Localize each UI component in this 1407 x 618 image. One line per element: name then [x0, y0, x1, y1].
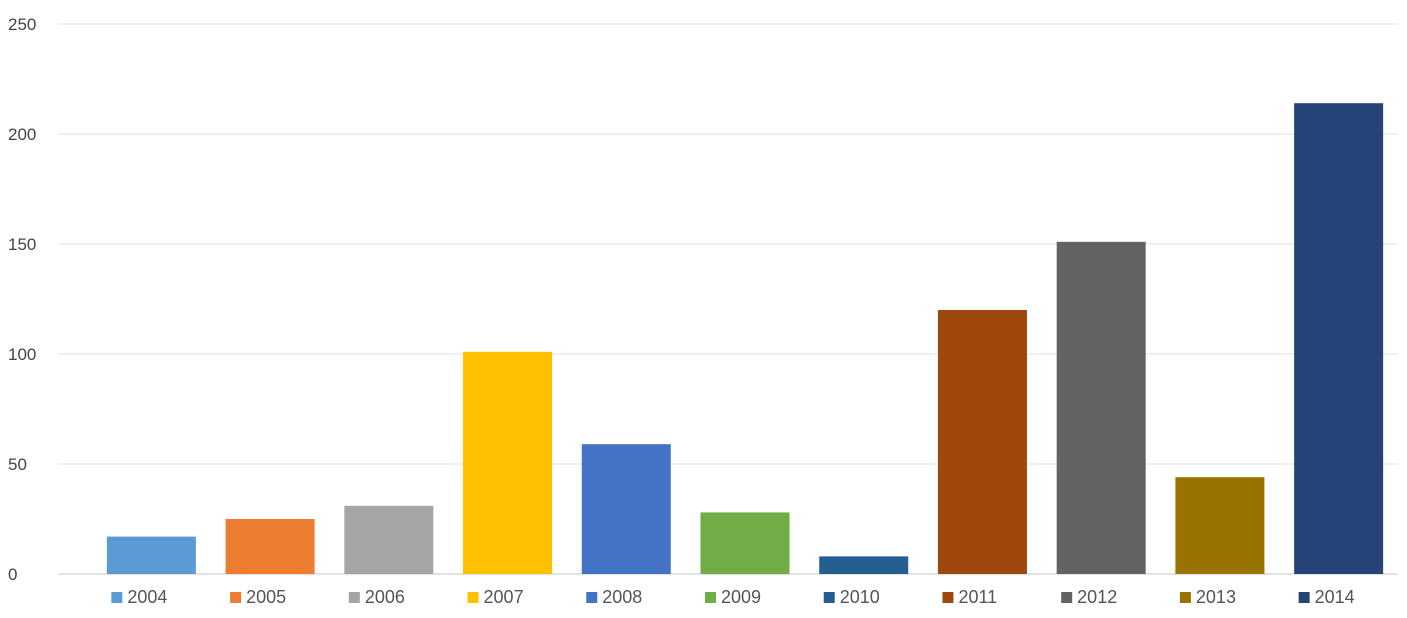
legend-item-2010: 2010	[823, 587, 880, 607]
legend-label: 2012	[1077, 587, 1117, 607]
legend-swatch	[467, 592, 479, 603]
bars	[106, 103, 1384, 575]
legend-item-2004: 2004	[111, 587, 167, 607]
y-tick-label: 100	[8, 345, 36, 364]
legend-item-2011: 2011	[942, 587, 997, 607]
legend-label: 2010	[840, 587, 880, 607]
bar-2009	[700, 512, 790, 574]
legend-swatch	[1179, 592, 1191, 603]
bar-2006	[344, 505, 434, 574]
legend-swatch	[111, 592, 123, 603]
legend-label: 2004	[127, 587, 167, 607]
legend-swatch	[1298, 592, 1310, 603]
legend-item-2014: 2014	[1298, 587, 1355, 607]
legend-item-2005: 2005	[230, 587, 286, 607]
bar-2014	[1294, 103, 1384, 574]
legend-label: 2009	[721, 587, 761, 607]
y-tick-label: 250	[8, 15, 36, 34]
bar-2005	[225, 519, 315, 574]
y-tick-label: 200	[8, 125, 36, 144]
legend-item-2012: 2012	[1061, 587, 1117, 607]
bar-2010	[819, 556, 909, 574]
legend-item-2007: 2007	[467, 587, 524, 607]
legend-label: 2006	[365, 587, 405, 607]
legend-swatch	[942, 592, 954, 603]
y-tick-label: 50	[8, 455, 27, 474]
gridlines	[58, 23, 1398, 575]
bar-2011	[937, 310, 1027, 574]
bar-2008	[581, 444, 671, 574]
legend-label: 2007	[484, 587, 524, 607]
legend-label: 2013	[1196, 587, 1236, 607]
legend-swatch	[705, 592, 716, 603]
bar-2004	[106, 536, 196, 574]
legend-item-2008: 2008	[586, 587, 642, 607]
legend-item-2013: 2013	[1179, 587, 1236, 607]
legend-swatch	[348, 592, 360, 603]
legend-swatch	[823, 592, 835, 603]
bar-2013	[1175, 477, 1265, 574]
y-axis-tick-labels: 0 50 100 150 200 250	[8, 15, 36, 584]
legend-item-2009: 2009	[705, 587, 761, 607]
legend-swatch	[586, 592, 598, 603]
legend: 2004 2005 2006 2007 2008 2009 2010 2011 2012 2013…	[111, 587, 1355, 607]
legend-label: 2008	[602, 587, 642, 607]
y-tick-label: 150	[8, 235, 36, 254]
legend-label: 2005	[246, 587, 286, 607]
bar-2007	[463, 351, 553, 574]
legend-item-2006: 2006	[348, 587, 405, 607]
legend-swatch	[1061, 592, 1073, 603]
y-tick-label: 0	[8, 565, 17, 584]
bar-2012	[1056, 241, 1146, 575]
legend-label: 2014	[1315, 587, 1355, 607]
legend-swatch	[230, 592, 242, 603]
legend-label: 2011	[958, 587, 997, 607]
